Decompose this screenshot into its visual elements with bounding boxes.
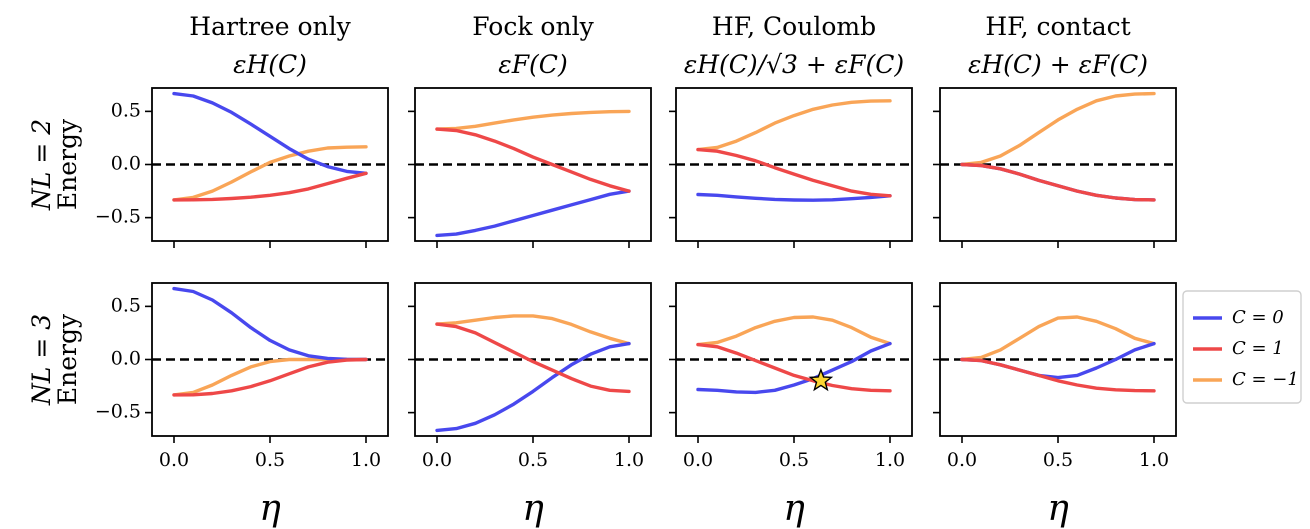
- x-tick-label: 0.5: [779, 449, 809, 471]
- series-line: [960, 162, 1156, 202]
- series-line: [696, 341, 892, 395]
- y-tick-label: 0.5: [111, 294, 141, 316]
- series-line: [696, 342, 892, 393]
- panel-title: HF, Coulomb: [712, 12, 876, 41]
- series-line: [696, 147, 892, 198]
- x-tick-label: 0.0: [947, 449, 977, 471]
- row-label: NL = 3: [27, 314, 56, 406]
- series-line: [435, 341, 631, 433]
- legend-label: C = 1: [1232, 338, 1284, 359]
- series-line: [172, 357, 368, 397]
- y-axis-label: Energy: [53, 118, 82, 210]
- panel-title: Hartree only: [189, 12, 351, 41]
- star-marker: [808, 367, 834, 392]
- series-line: [960, 357, 1156, 393]
- x-tick-label: 0.0: [683, 449, 713, 471]
- series-line: [435, 127, 631, 193]
- series-line: [435, 314, 631, 346]
- row-label: NL = 2: [27, 119, 56, 211]
- series-line: [960, 91, 1156, 167]
- panel-subtitle: εH(C) + εF(C): [968, 50, 1148, 79]
- panel-subtitle: εF(C): [498, 50, 567, 79]
- panel-title: Fock only: [472, 12, 594, 41]
- series-line: [960, 162, 1156, 202]
- series-line: [696, 315, 892, 347]
- legend-label: C = 0: [1232, 307, 1284, 328]
- series-line: [960, 315, 1156, 362]
- series-line: [172, 286, 368, 362]
- legend: C = 0 C = 1 C = −1: [1182, 290, 1302, 404]
- x-tick-label: 0.0: [422, 449, 452, 471]
- y-tick-label: 0.0: [111, 348, 141, 370]
- x-tick-label: 0.5: [255, 449, 285, 471]
- y-tick-label: −0.5: [95, 206, 141, 228]
- x-tick-label: 1.0: [875, 449, 905, 471]
- x-axis-label: η: [259, 488, 281, 529]
- series-line: [435, 322, 631, 394]
- x-axis-label: η: [783, 488, 805, 529]
- x-axis-label: η: [1047, 488, 1069, 529]
- x-tick-label: 1.0: [614, 449, 644, 471]
- y-tick-label: 0.0: [111, 153, 141, 175]
- y-axis-label: Energy: [53, 313, 82, 405]
- panel-subtitle: εH(C)/√3 + εF(C): [684, 50, 904, 79]
- series-line: [435, 189, 631, 238]
- panel-subtitle: εH(C): [233, 50, 307, 79]
- series-line: [435, 109, 631, 131]
- series-line: [696, 99, 892, 152]
- panel-r1-c1: 0.0 0.5 1.0 η: [408, 282, 652, 529]
- panel-r0-c3: HF, contact εH(C) + εF(C): [933, 12, 1177, 248]
- series-line: [172, 171, 368, 202]
- y-tick-label: 0.5: [111, 99, 141, 121]
- series-line: [172, 357, 368, 397]
- panel-title: HF, contact: [985, 12, 1130, 41]
- legend-label: C = −1: [1232, 369, 1299, 390]
- panel-r0-c1: Fock only εF(C): [408, 12, 652, 248]
- x-tick-label: 1.0: [1139, 449, 1169, 471]
- x-tick-label: 0.5: [518, 449, 548, 471]
- series-line: [172, 145, 368, 202]
- panel-r0-c2: HF, Coulomb εH(C)/√3 + εF(C): [669, 12, 913, 248]
- series-line: [696, 192, 892, 202]
- x-tick-label: 1.0: [351, 449, 381, 471]
- y-tick-label: −0.5: [95, 401, 141, 423]
- series-line: [172, 91, 368, 175]
- x-tick-label: 0.0: [159, 449, 189, 471]
- x-tick-label: 0.5: [1043, 449, 1073, 471]
- panel-r1-c3: 0.0 0.5 1.0 η: [933, 282, 1177, 529]
- x-axis-label: η: [522, 488, 544, 529]
- panel-r1-c2: 0.0 0.5 1.0 η: [669, 282, 913, 529]
